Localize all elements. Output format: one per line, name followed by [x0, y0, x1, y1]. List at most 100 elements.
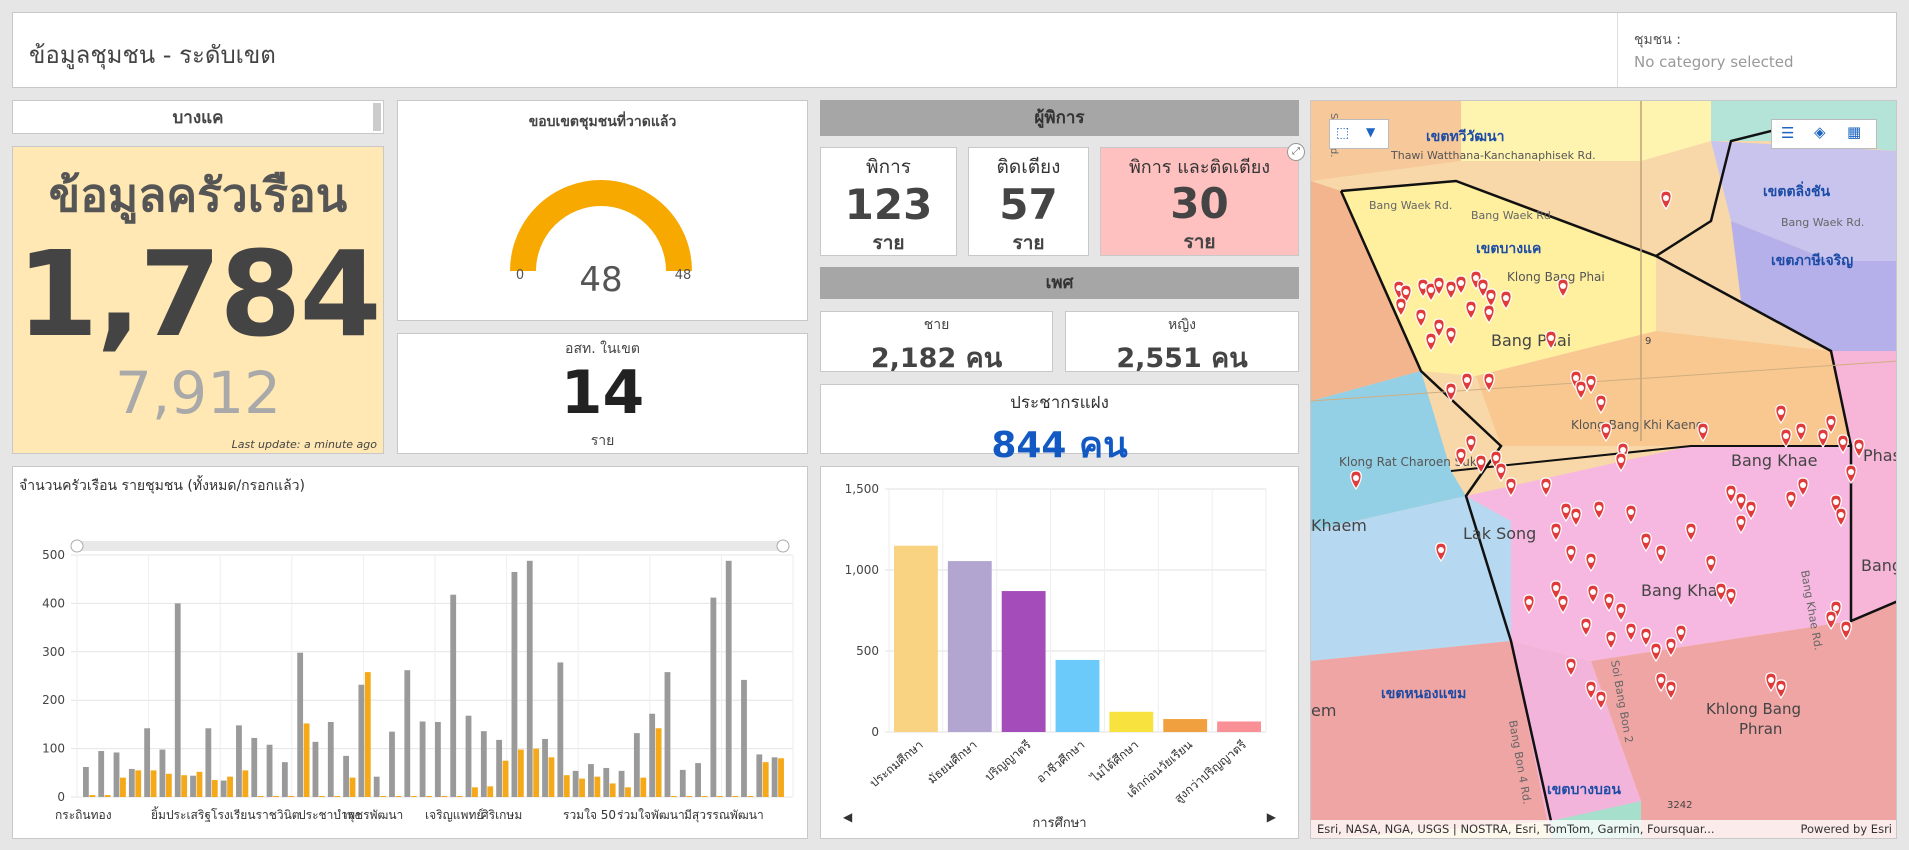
map-pin-icon[interactable] — [1853, 438, 1865, 459]
map-pin-icon[interactable] — [1500, 290, 1512, 311]
map-pin-icon[interactable] — [1725, 484, 1737, 505]
map-pin-icon[interactable] — [1595, 690, 1607, 711]
map-pin-icon[interactable] — [1400, 284, 1412, 305]
map-pin-icon[interactable] — [1587, 584, 1599, 605]
map-select-tool[interactable]: ⬚ ▼ — [1329, 119, 1389, 149]
map-pin-icon[interactable] — [1660, 190, 1672, 211]
map-pin-icon[interactable] — [1785, 490, 1797, 511]
powered-by-esri[interactable]: Powered by Esri — [1800, 822, 1893, 836]
layers-icon[interactable]: ◈ — [1814, 123, 1826, 141]
map-pin-icon[interactable] — [1650, 642, 1662, 663]
map-pin-icon[interactable] — [1395, 297, 1407, 318]
chevron-down-icon[interactable]: ▼ — [1366, 125, 1376, 139]
map-pin-icon[interactable] — [1817, 428, 1829, 449]
edu-scroll-left-icon[interactable]: ◀ — [843, 810, 853, 824]
map-pin-icon[interactable] — [1735, 514, 1747, 535]
map-pin-icon[interactable] — [1825, 414, 1837, 435]
map-pin-icon[interactable] — [1845, 464, 1857, 485]
map-pin-icon[interactable] — [1435, 542, 1447, 563]
map-pin-icon[interactable] — [1797, 477, 1809, 498]
map-pin-icon[interactable] — [1350, 470, 1362, 491]
map-pin-icon[interactable] — [1557, 278, 1569, 299]
map-pin-icon[interactable] — [1445, 280, 1457, 301]
map-pin-icon[interactable] — [1685, 522, 1697, 543]
map-pin-icon[interactable] — [1483, 372, 1495, 393]
map-canvas[interactable]: เขตทวีวัฒนา Thawi Watthana-Kanchanaphise… — [1311, 101, 1897, 839]
map-pin-icon[interactable] — [1445, 382, 1457, 403]
map-pin-icon[interactable] — [1465, 300, 1477, 321]
map-pin-icon[interactable] — [1433, 318, 1445, 339]
map-panel[interactable]: เขตทวีวัฒนา Thawi Watthana-Kanchanaphise… — [1310, 100, 1897, 839]
map-pin-icon[interactable] — [1433, 276, 1445, 297]
map-pin-icon[interactable] — [1765, 672, 1777, 693]
map-pin-icon[interactable] — [1545, 330, 1557, 351]
map-pin-icon[interactable] — [1835, 507, 1847, 528]
map-pin-icon[interactable] — [1825, 610, 1837, 631]
map-pin-icon[interactable] — [1600, 422, 1612, 443]
map-pin-icon[interactable] — [1655, 544, 1667, 565]
expand-icon[interactable]: ⤢ — [1287, 143, 1305, 161]
map-pin-icon[interactable] — [1625, 504, 1637, 525]
map-pin-icon[interactable] — [1461, 372, 1473, 393]
map-pin-icon[interactable] — [1495, 462, 1507, 483]
map-pin-icon[interactable] — [1775, 679, 1787, 700]
map-pin-icon[interactable] — [1665, 637, 1677, 658]
map-pin-icon[interactable] — [1585, 552, 1597, 573]
map-pin-icon[interactable] — [1570, 507, 1582, 528]
map-pin-icon[interactable] — [1580, 617, 1592, 638]
map-pin-icon[interactable] — [1615, 452, 1627, 473]
range-slider-track[interactable] — [77, 541, 783, 551]
map-pin-icon[interactable] — [1775, 404, 1787, 425]
district-tab[interactable]: บางแค — [12, 100, 384, 134]
basemap-gallery-icon[interactable]: ▦ — [1847, 123, 1862, 141]
map-pin-icon[interactable] — [1603, 592, 1615, 613]
map-pin-icon[interactable] — [1475, 454, 1487, 475]
map-pin-icon[interactable] — [1665, 680, 1677, 701]
map-pin-icon[interactable] — [1425, 332, 1437, 353]
range-slider-handle[interactable] — [70, 539, 84, 553]
map-pin-icon[interactable] — [1640, 627, 1652, 648]
legend-icon[interactable]: ☰ — [1781, 124, 1795, 142]
map-pin-icon[interactable] — [1523, 594, 1535, 615]
map-pin-icon[interactable] — [1540, 477, 1552, 498]
map-pin-icon[interactable] — [1585, 680, 1597, 701]
scrollbar[interactable] — [373, 103, 381, 131]
map-pin-icon[interactable] — [1735, 492, 1747, 513]
map-pin-icon[interactable] — [1550, 522, 1562, 543]
map-pin-icon[interactable] — [1840, 620, 1852, 641]
map-pin-icon[interactable] — [1575, 380, 1587, 401]
map-pin-icon[interactable] — [1640, 532, 1652, 553]
range-slider-handle[interactable] — [776, 539, 790, 553]
map-pin-icon[interactable] — [1675, 624, 1687, 645]
map-pin-icon[interactable] — [1425, 282, 1437, 303]
map-pin-icon[interactable] — [1565, 657, 1577, 678]
map-pin-icon[interactable] — [1705, 554, 1717, 575]
map-pin-icon[interactable] — [1445, 326, 1457, 347]
select-region-icon[interactable]: ⬚ — [1336, 125, 1350, 141]
map-pin-icon[interactable] — [1697, 422, 1709, 443]
map-pin-icon[interactable] — [1615, 602, 1627, 623]
map-pin-icon[interactable] — [1585, 374, 1597, 395]
map-pin-icon[interactable] — [1455, 275, 1467, 296]
map-pin-icon[interactable] — [1837, 434, 1849, 455]
map-pin-icon[interactable] — [1795, 422, 1807, 443]
map-pin-icon[interactable] — [1485, 288, 1497, 309]
map-pin-icon[interactable] — [1780, 428, 1792, 449]
map-pin-icon[interactable] — [1745, 500, 1757, 521]
map-pin-icon[interactable] — [1625, 622, 1637, 643]
map-pin-icon[interactable] — [1550, 580, 1562, 601]
map-pin-icon[interactable] — [1655, 672, 1667, 693]
edu-scroll-right-icon[interactable]: ▶ — [1266, 810, 1276, 824]
map-pin-icon[interactable] — [1455, 447, 1467, 468]
map-pin-icon[interactable] — [1595, 394, 1607, 415]
map-pin-icon[interactable] — [1560, 502, 1572, 523]
map-pin-icon[interactable] — [1483, 304, 1495, 325]
community-selector[interactable]: ชุมชน : No category selected — [1617, 13, 1898, 87]
map-pin-icon[interactable] — [1725, 587, 1737, 608]
map-pin-icon[interactable] — [1465, 434, 1477, 455]
map-pin-icon[interactable] — [1605, 630, 1617, 651]
map-pin-icon[interactable] — [1565, 544, 1577, 565]
map-pin-icon[interactable] — [1557, 594, 1569, 615]
map-pin-icon[interactable] — [1415, 308, 1427, 329]
map-pin-icon[interactable] — [1593, 500, 1605, 521]
